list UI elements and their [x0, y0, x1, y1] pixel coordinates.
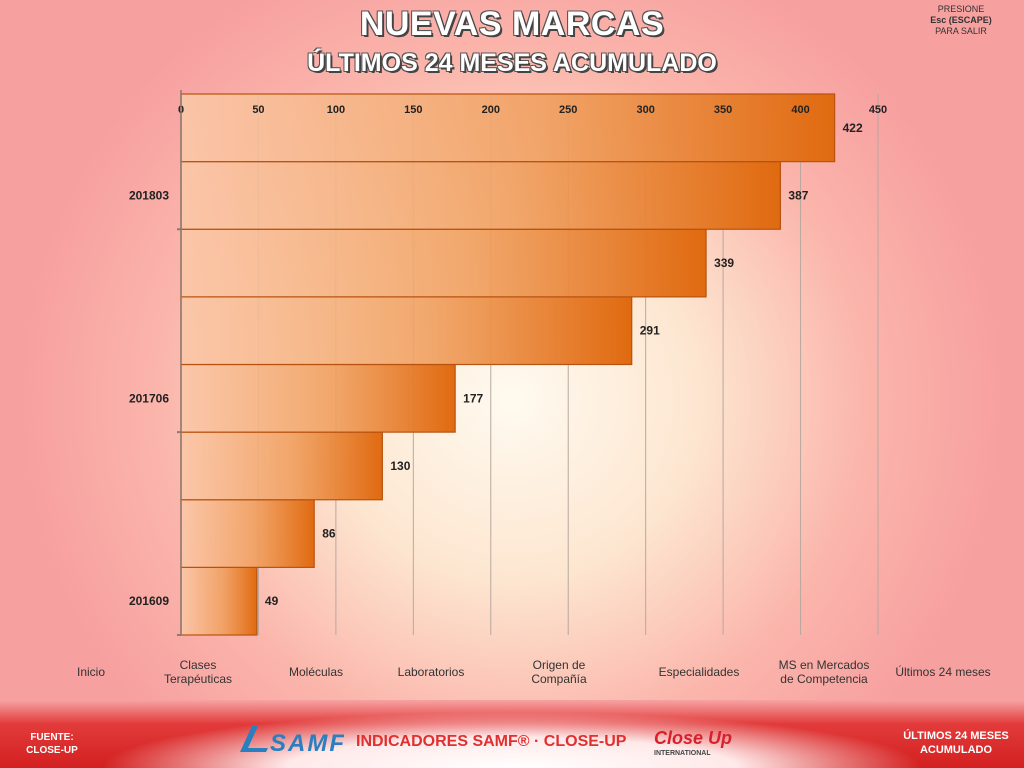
- bar: [180, 431, 383, 501]
- bar: [180, 499, 315, 568]
- bar: [180, 161, 782, 230]
- x-tick-label: 150: [404, 104, 422, 116]
- nav-ms-mercados[interactable]: MS en Mercados de Competencia: [764, 652, 884, 692]
- axes: 0501001502002503003504004502016092017062…: [129, 90, 887, 636]
- page-title: NUEVAS MARCAS: [359, 5, 665, 43]
- x-tick-label: 350: [714, 104, 732, 116]
- source-note: FUENTE: CLOSE-UP: [12, 731, 92, 757]
- y-tick-label: 201706: [129, 391, 169, 405]
- data-label: 422: [843, 121, 863, 135]
- bar: [180, 566, 258, 636]
- section-line2: ACUMULADO: [919, 744, 993, 756]
- data-label: 86: [322, 527, 336, 541]
- data-label: 339: [714, 256, 734, 270]
- data-label: 130: [390, 459, 410, 473]
- nav-origen-label: Origen de Compañía: [531, 658, 587, 686]
- y-tick-label: 201803: [129, 188, 169, 202]
- nav-especialidades[interactable]: Especialidades: [639, 652, 759, 692]
- closeup-logo-sub: INTERNATIONAL: [654, 750, 711, 757]
- nav-laboratorios-label: Laboratorios: [397, 665, 465, 679]
- nav-ultimos-24[interactable]: Últimos 24 meses: [883, 652, 1003, 692]
- data-labels: 49 86 130 177 291 339 387 422: [265, 121, 863, 608]
- closeup-logo-text: Close Up: [654, 728, 732, 748]
- section-label: ÚLTIMOS 24 MESES ACUMULADO: [896, 729, 1016, 757]
- y-tick-label: 201609: [129, 594, 169, 608]
- samf-logo: SAMF: [240, 726, 344, 756]
- source-line1: FUENTE:: [30, 732, 74, 743]
- data-label: 291: [640, 324, 660, 338]
- data-label: 387: [788, 188, 808, 202]
- nav-clases-label: Clases Terapéuticas: [163, 658, 233, 686]
- x-tick-label: 450: [869, 104, 887, 116]
- nav-ms-label: MS en Mercados de Competencia: [778, 658, 870, 686]
- exit-hint-line2: Esc (ESCAPE): [930, 15, 992, 25]
- page-subtitle: ÚLTIMOS 24 MESES ACUMULADO: [307, 49, 717, 77]
- nav-clases-terapeuticas[interactable]: Clases Terapéuticas: [138, 652, 258, 692]
- closeup-logo: Close Up INTERNATIONAL: [654, 728, 732, 757]
- nav-moleculas[interactable]: Moléculas: [256, 652, 376, 692]
- x-tick-label: 250: [559, 104, 577, 116]
- data-label: 177: [463, 391, 483, 405]
- exit-hint: PRESIONE Esc (ESCAPE) PARA SALIR: [916, 4, 1006, 37]
- bar: [180, 93, 836, 163]
- x-tick-label: 300: [636, 104, 654, 116]
- nav-inicio[interactable]: Inicio: [31, 652, 151, 692]
- source-line2: CLOSE-UP: [26, 745, 78, 756]
- bars: [180, 93, 836, 636]
- x-tick-label: 400: [791, 104, 809, 116]
- brand-title: INDICADORES SAMF® · CLOSE-UP: [356, 733, 627, 750]
- exit-hint-line1: PRESIONE: [937, 4, 985, 14]
- bar: [180, 296, 633, 366]
- nav-inicio-label: Inicio: [76, 665, 105, 679]
- nav-laboratorios[interactable]: Laboratorios: [371, 652, 491, 692]
- bar: [180, 228, 707, 298]
- section-line1: ÚLTIMOS 24 MESES: [903, 730, 1009, 742]
- samf-logo-text: SAMF: [270, 730, 344, 756]
- nav-origen-compania[interactable]: Origen de Compañía: [499, 652, 619, 692]
- nav-especialidades-label: Especialidades: [658, 665, 740, 679]
- bar: [180, 363, 456, 433]
- data-label: 49: [265, 594, 279, 608]
- x-tick-label: 50: [252, 104, 264, 116]
- footer-highlight: [0, 712, 1024, 768]
- x-tick-label: 100: [327, 104, 345, 116]
- nav-ultimos-label: Últimos 24 meses: [895, 665, 991, 679]
- nav-moleculas-label: Moléculas: [288, 665, 344, 679]
- x-tick-label: 200: [482, 104, 500, 116]
- exit-hint-line3: PARA SALIR: [935, 26, 987, 36]
